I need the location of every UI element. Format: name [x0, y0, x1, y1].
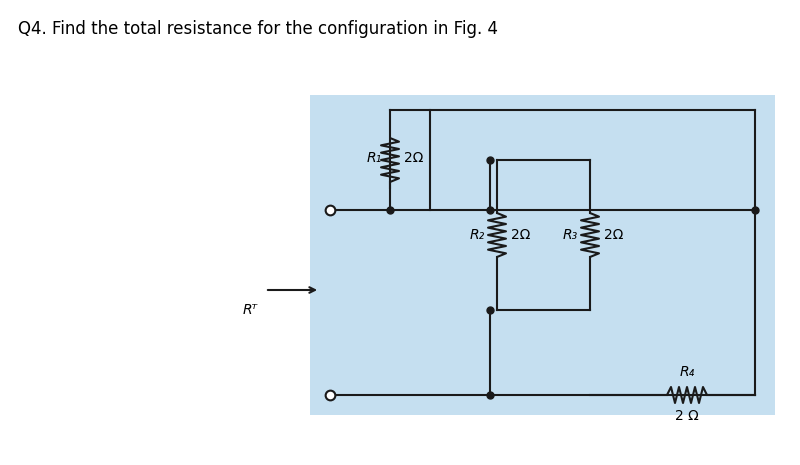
Text: R₁: R₁	[366, 151, 382, 165]
Text: 2Ω: 2Ω	[404, 151, 423, 165]
Text: Rᵀ: Rᵀ	[243, 303, 258, 317]
Text: R₃: R₃	[562, 228, 578, 242]
Bar	[310, 95, 775, 415]
Text: 2Ω: 2Ω	[604, 228, 623, 242]
Text: 2 Ω: 2 Ω	[675, 409, 699, 423]
Text: 2Ω: 2Ω	[511, 228, 530, 242]
Text: R₂: R₂	[470, 228, 485, 242]
Text: R₄: R₄	[679, 365, 694, 379]
Text: Q4. Find the total resistance for the configuration in Fig. 4: Q4. Find the total resistance for the co…	[18, 20, 498, 38]
